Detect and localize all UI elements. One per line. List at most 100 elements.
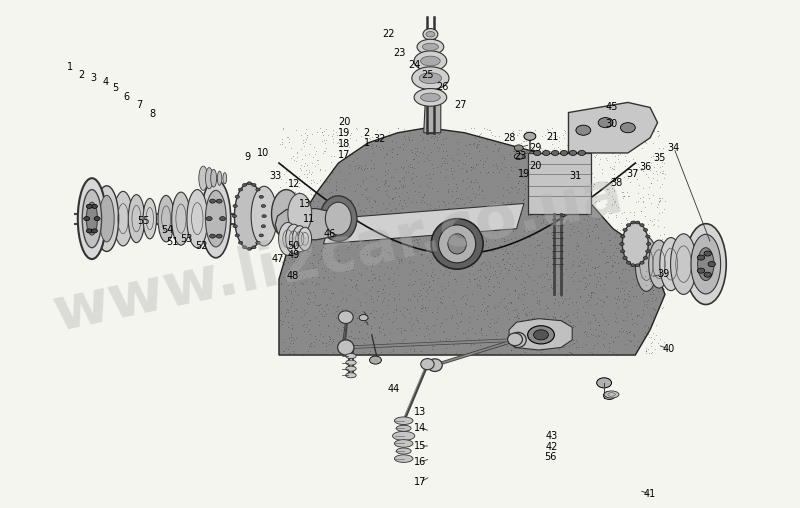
Point <box>516 232 529 240</box>
Point <box>309 291 322 299</box>
Point <box>473 347 486 355</box>
Point <box>645 179 658 187</box>
Point <box>579 340 592 348</box>
Ellipse shape <box>660 238 682 291</box>
Point <box>507 210 520 218</box>
Point <box>514 321 526 329</box>
Point <box>342 263 355 271</box>
Point <box>560 312 573 321</box>
Point <box>376 214 389 222</box>
Text: 1: 1 <box>363 138 370 148</box>
Point <box>534 202 547 210</box>
Point <box>553 301 566 309</box>
Ellipse shape <box>421 56 440 66</box>
Point <box>292 235 305 243</box>
Point <box>582 161 595 169</box>
Point <box>398 135 411 143</box>
Point <box>580 155 593 163</box>
Point <box>289 188 302 196</box>
Point <box>578 209 590 217</box>
Point <box>303 186 316 195</box>
Point <box>625 229 638 237</box>
Point <box>327 322 340 330</box>
Point <box>653 250 666 259</box>
Point <box>395 256 408 264</box>
Point <box>345 150 358 158</box>
Point <box>642 132 655 140</box>
Point <box>507 313 520 322</box>
Point <box>568 157 581 165</box>
Point <box>505 298 518 306</box>
Point <box>490 216 502 225</box>
Point <box>527 226 540 234</box>
Point <box>586 169 598 177</box>
Point <box>429 129 442 137</box>
Point <box>574 293 586 301</box>
Point <box>319 301 332 309</box>
Point <box>314 166 326 174</box>
Circle shape <box>256 188 260 191</box>
Point <box>656 235 669 243</box>
Point <box>412 188 425 197</box>
Point <box>297 280 310 289</box>
Point <box>295 207 308 215</box>
Point <box>297 246 310 255</box>
Point <box>509 285 522 294</box>
Point <box>617 241 630 249</box>
Point <box>406 169 419 177</box>
Text: 19: 19 <box>338 128 350 138</box>
Point <box>479 237 492 245</box>
Point <box>538 282 550 290</box>
Point <box>654 236 667 244</box>
Point <box>299 276 312 284</box>
Point <box>583 232 596 240</box>
Point <box>454 318 467 326</box>
Point <box>494 241 506 249</box>
Point <box>585 330 598 338</box>
Point <box>601 252 614 260</box>
Point <box>499 336 512 344</box>
Point <box>652 252 665 260</box>
Point <box>493 283 506 291</box>
Point <box>588 311 601 320</box>
Point <box>382 275 394 283</box>
Point <box>389 194 402 202</box>
Text: 13: 13 <box>414 406 426 417</box>
Point <box>378 178 391 186</box>
Point <box>630 292 642 300</box>
Point <box>644 267 657 275</box>
Point <box>336 142 349 150</box>
Point <box>490 331 502 339</box>
Point <box>646 338 658 346</box>
Point <box>417 261 430 269</box>
Point <box>398 224 411 232</box>
Point <box>514 210 527 218</box>
Point <box>538 325 551 333</box>
Point <box>586 182 599 190</box>
Point <box>339 297 352 305</box>
Point <box>362 197 375 205</box>
Point <box>313 316 326 325</box>
Point <box>332 220 345 228</box>
Point <box>385 137 398 145</box>
Point <box>511 314 524 322</box>
Point <box>390 149 403 157</box>
Point <box>303 169 316 177</box>
Point <box>387 342 400 350</box>
Point <box>498 260 510 268</box>
Point <box>329 233 342 241</box>
Point <box>311 250 324 259</box>
Point <box>470 243 482 251</box>
Point <box>278 198 290 206</box>
Point <box>581 225 594 233</box>
Point <box>474 282 486 291</box>
Point <box>473 216 486 224</box>
Point <box>497 273 510 281</box>
Point <box>526 234 539 242</box>
Point <box>524 264 537 272</box>
Point <box>518 227 530 235</box>
Point <box>654 163 666 171</box>
Point <box>442 257 454 265</box>
Point <box>551 214 564 222</box>
Point <box>284 223 297 231</box>
